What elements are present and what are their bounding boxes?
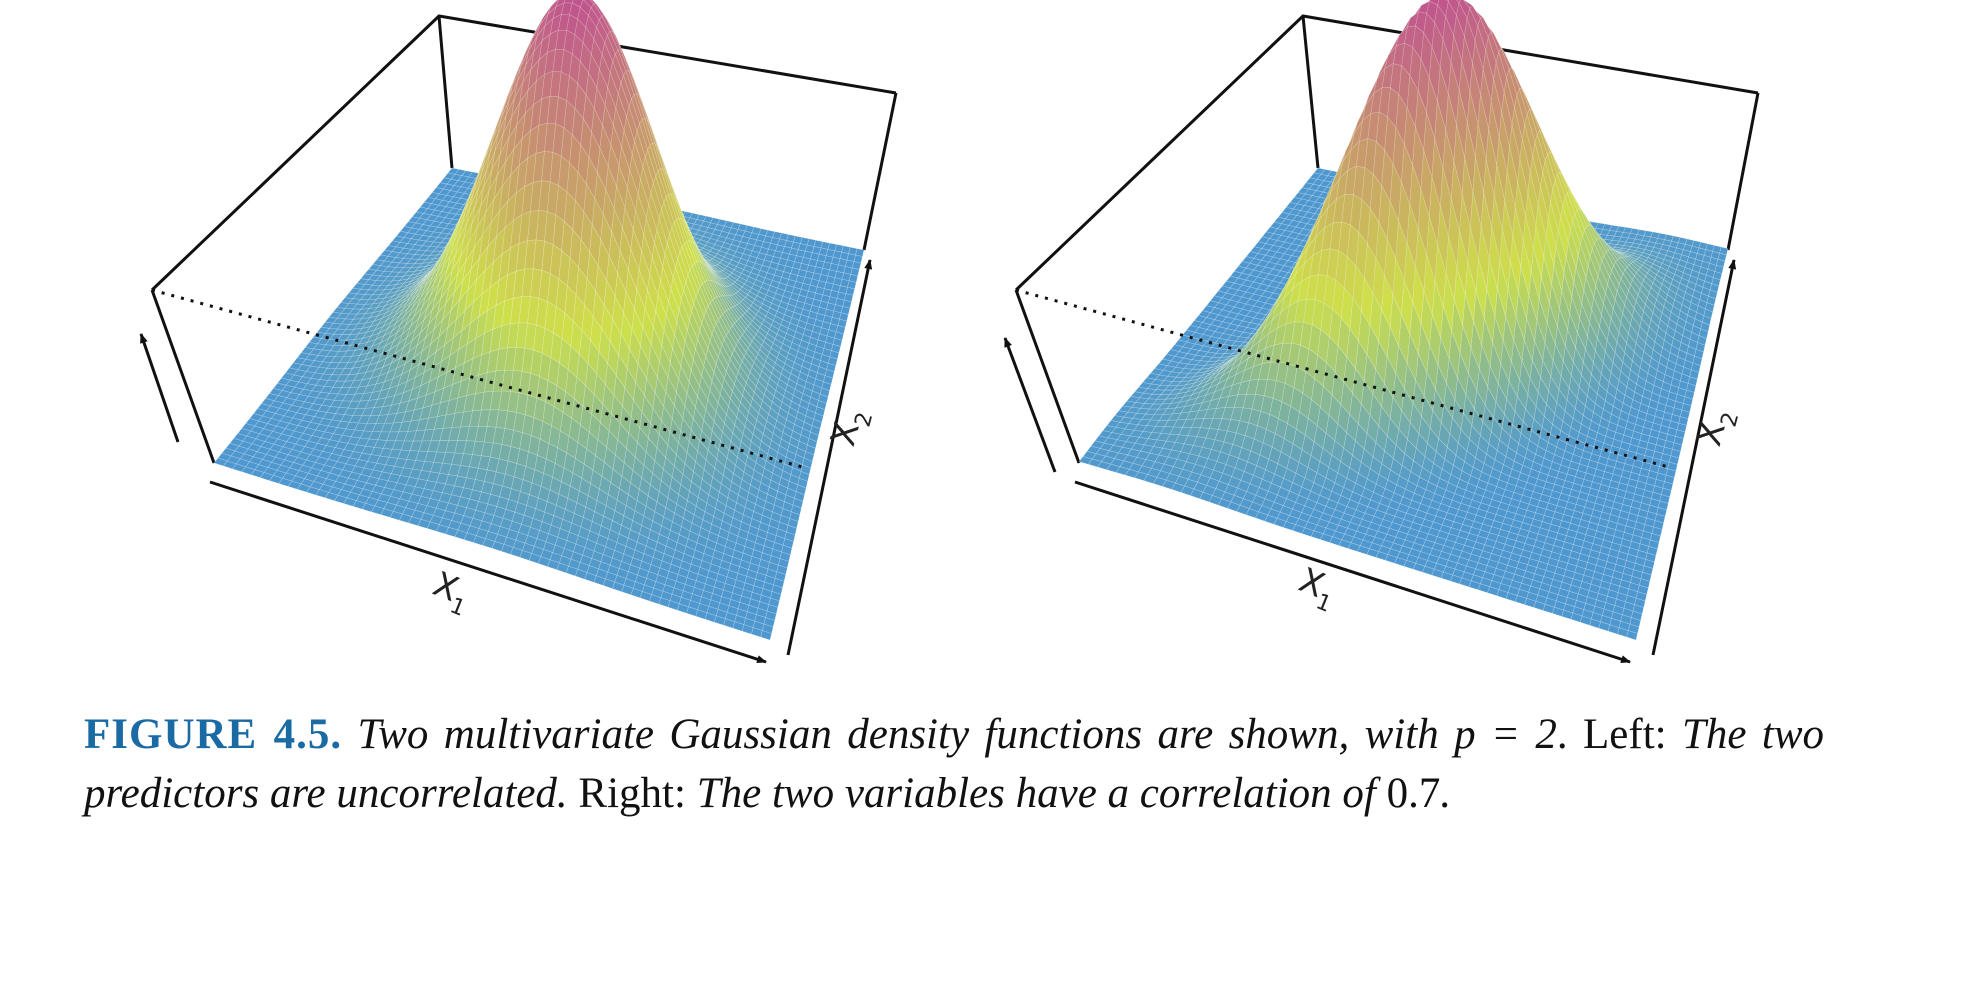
surface-facet (842, 299, 852, 309)
x1-axis-label: X1 (425, 564, 477, 622)
surface-facet (819, 387, 830, 398)
box-front-vertical-edge (1014, 289, 1081, 464)
box-front-vertical-edge (150, 289, 216, 464)
surface-facet (805, 444, 816, 456)
surface-facet (853, 254, 863, 264)
density-surface (1078, 0, 1729, 641)
surface-facet (840, 306, 851, 315)
box-right-vertical-edge (862, 92, 898, 251)
surface-facet (824, 369, 835, 379)
box-right-vertical-edge (1726, 92, 1760, 251)
surface-facet (850, 267, 860, 277)
figure-area: X1 X2 X1 X2 (139, 0, 1760, 664)
surface-facet (845, 286, 855, 296)
box-back-vertical-edge (1301, 15, 1320, 169)
surface-facet (816, 399, 827, 411)
surface-facet (808, 431, 819, 443)
surface-facet (837, 318, 848, 328)
box-back-vertical-edge (437, 15, 454, 169)
surface-facet (810, 425, 821, 436)
surface-facet (547, 0, 559, 15)
density-surface (213, 0, 865, 641)
surface-facet (855, 248, 865, 257)
surface-facet (839, 312, 849, 322)
surface-facet (851, 261, 862, 270)
surface-facet (813, 412, 824, 423)
surface-facet (831, 344, 841, 354)
surface-facet (555, 0, 566, 8)
